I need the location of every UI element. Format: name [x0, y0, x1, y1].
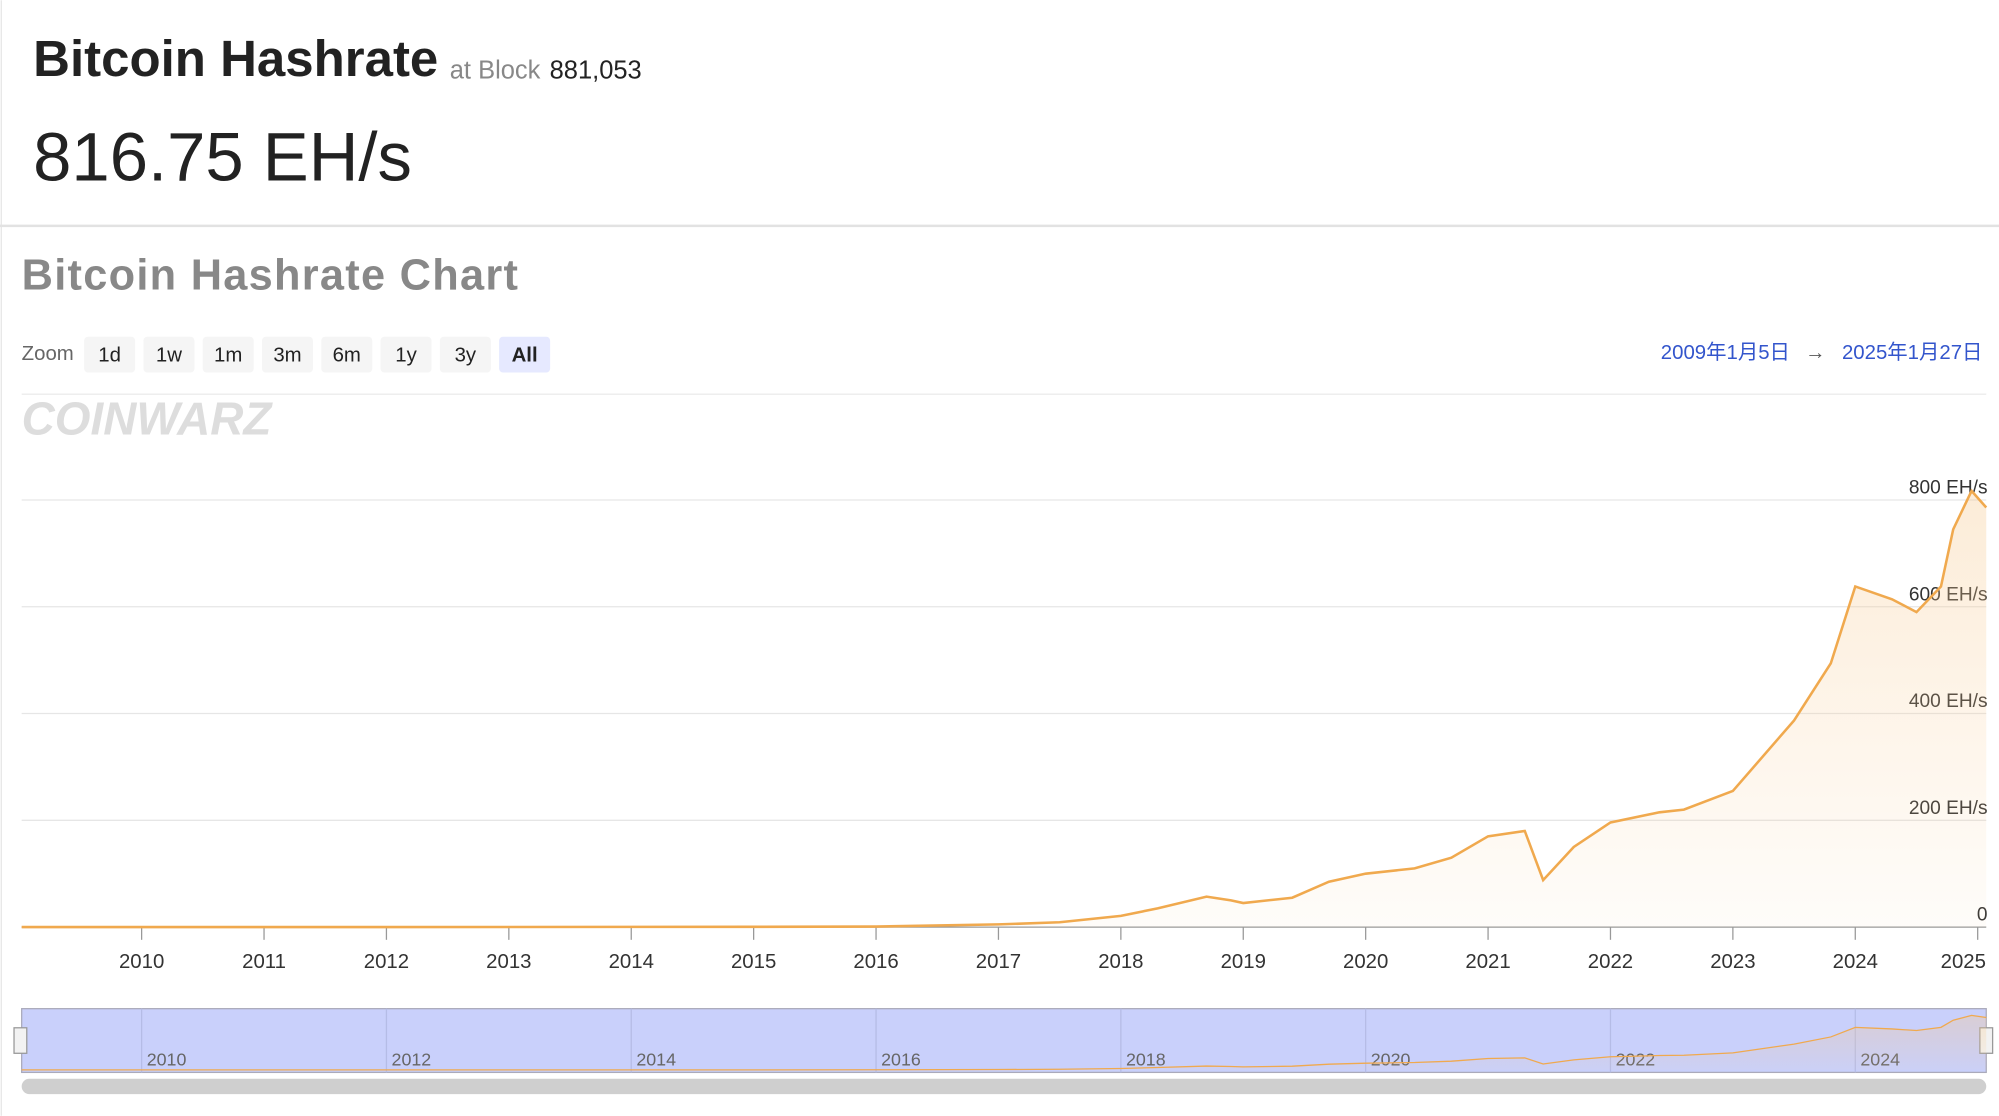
- series-area: [21, 490, 1987, 928]
- x-tick-label: 2017: [976, 951, 1021, 973]
- x-tick-label: 2015: [731, 951, 776, 973]
- zoom-button[interactable]: [439, 336, 491, 373]
- x-tick-label: 2019: [1221, 951, 1266, 973]
- watermark: COINWARZ: [22, 392, 274, 444]
- navigator-handle[interactable]: [13, 1027, 28, 1054]
- x-tick-label: 2024: [1833, 951, 1878, 973]
- block-prefix: at Block: [450, 56, 541, 84]
- zoom-button-label[interactable]: 3m: [273, 344, 301, 366]
- y-tick-label: 800 EH/s: [1909, 478, 1988, 499]
- zoom-button[interactable]: [84, 336, 136, 373]
- x-tick-label: 2013: [486, 951, 531, 973]
- zoom-label: Zoom: [22, 343, 74, 365]
- x-tick-label: 2018: [1098, 951, 1143, 973]
- date-to[interactable]: 2025年1月27日: [1842, 341, 1982, 364]
- zoom-button[interactable]: [499, 336, 551, 373]
- zoom-button-label[interactable]: All: [512, 344, 538, 366]
- zoom-button-label[interactable]: 3y: [455, 344, 477, 366]
- zoom-button[interactable]: [143, 336, 195, 373]
- x-tick-label: 2025: [1941, 951, 1986, 973]
- navigator-tick-label: 2012: [392, 1050, 432, 1070]
- navigator-tick-label: 2018: [1126, 1050, 1166, 1070]
- arrow: →: [1805, 342, 1825, 364]
- x-tick-label: 2011: [242, 951, 286, 973]
- x-tick-label: 2020: [1343, 951, 1388, 973]
- date-from[interactable]: 2009年1月5日: [1661, 341, 1790, 364]
- zoom-button[interactable]: [202, 336, 254, 373]
- navigator-series-area: [21, 1015, 1987, 1070]
- chart-title: Bitcoin Hashrate Chart: [22, 252, 520, 300]
- navigator-series-line: [21, 1014, 1987, 1071]
- x-tick-label: 2010: [119, 951, 164, 973]
- zoom-button[interactable]: [321, 336, 373, 373]
- x-tick-label: 2014: [609, 951, 654, 973]
- x-tick-label: 2012: [364, 951, 409, 973]
- navigator-tick-label: 2016: [881, 1050, 921, 1070]
- zoom-button-label[interactable]: 1m: [214, 344, 242, 366]
- title: Bitcoin Hashrate: [33, 30, 438, 87]
- x-tick-label: 2023: [1710, 951, 1755, 973]
- x-tick-label: 2016: [853, 951, 898, 973]
- hashrate-value: 816.75 EH/s: [33, 118, 412, 195]
- zoom-button-label[interactable]: 1w: [156, 344, 182, 366]
- x-tick-label: 2022: [1588, 951, 1633, 973]
- x-tick-label: 2021: [1465, 951, 1510, 973]
- zoom-button-label[interactable]: 1d: [98, 344, 121, 366]
- block-number: 881,053: [550, 56, 642, 84]
- zoom-button-label[interactable]: 6m: [333, 344, 361, 366]
- zoom-button-label[interactable]: 1y: [395, 344, 417, 366]
- navigator-tick-label: 2014: [636, 1050, 676, 1070]
- zoom-button[interactable]: [380, 336, 432, 373]
- zoom-button[interactable]: [261, 336, 313, 373]
- scrollbar[interactable]: [21, 1078, 1987, 1095]
- navigator-tick-label: 2010: [147, 1050, 187, 1070]
- series-line: [21, 488, 1988, 929]
